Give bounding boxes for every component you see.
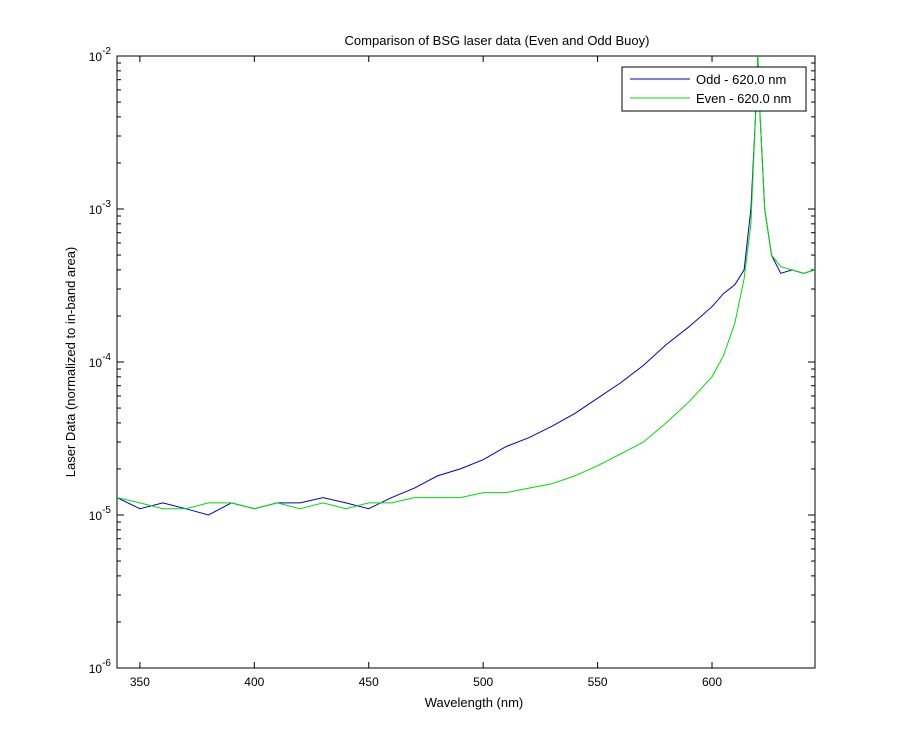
x-axis-label: Wavelength (nm): [425, 695, 524, 710]
legend-label: Odd - 620.0 nm: [696, 72, 786, 87]
x-tick-label: 450: [359, 675, 379, 689]
y-tick-label: 10-6: [89, 658, 112, 676]
y-axis-label: Laser Data (normalized to in-band area): [63, 247, 78, 478]
x-tick-label: 600: [702, 675, 722, 689]
y-tick-label: 10-3: [89, 199, 112, 217]
y-tick-label: 10-4: [89, 352, 112, 370]
x-tick-label: 400: [244, 675, 264, 689]
legend-box: [621, 66, 807, 112]
y-tick-label: 10-2: [89, 46, 112, 64]
plot-frame: [116, 55, 816, 669]
y-tick-label: 10-5: [89, 505, 112, 523]
x-tick-label: 350: [130, 675, 150, 689]
legend-label: Even - 620.0 nm: [696, 91, 791, 106]
x-tick-label: 550: [588, 675, 608, 689]
plot-area: 350 400 450 500 550 600 10-6 10-5 10-4 10-3 10-2 Od…: [89, 46, 816, 689]
x-tick-label: 500: [473, 675, 493, 689]
chart-title: Comparison of BSG laser data (Even and O…: [345, 33, 650, 48]
